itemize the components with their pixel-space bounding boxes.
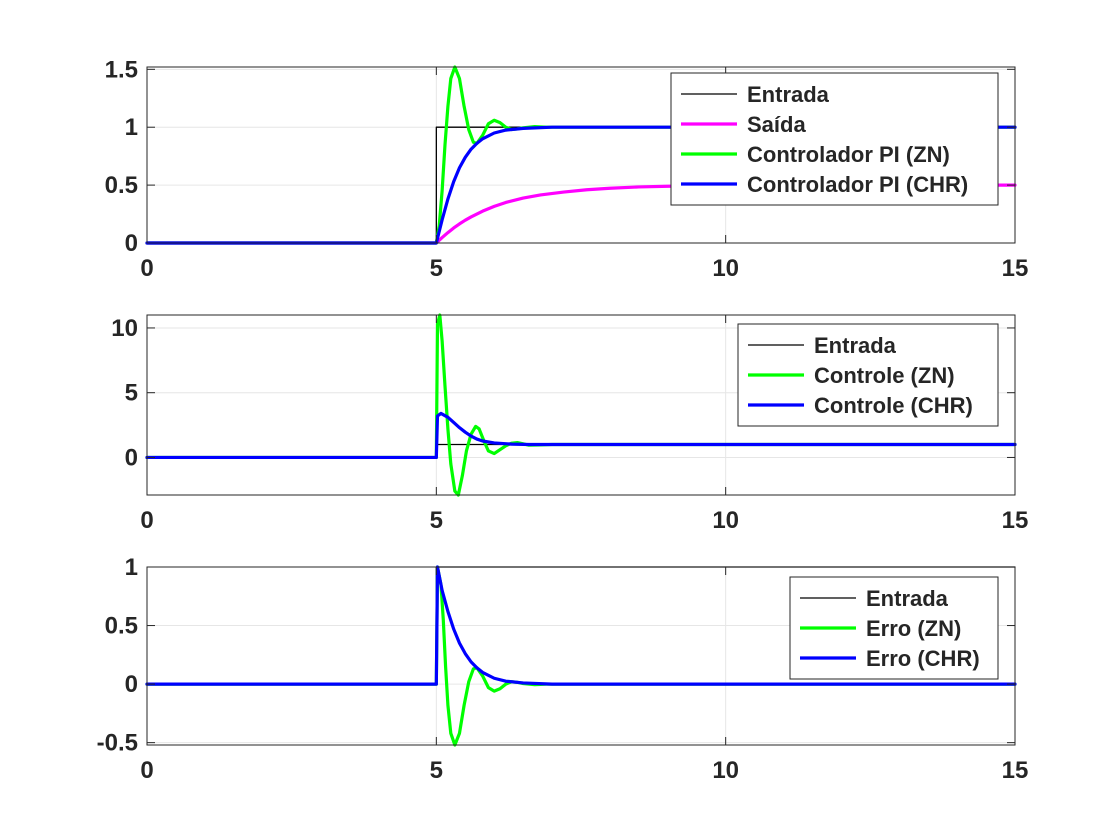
y-tick-label: 5 xyxy=(125,380,138,407)
legend: Entrada Controle (ZN) Controle (CHR) xyxy=(737,323,999,427)
x-tick-label: 0 xyxy=(140,757,153,784)
x-tick-label: 15 xyxy=(1002,255,1029,282)
series-line xyxy=(145,411,1017,460)
legend-label: Controle (ZN) xyxy=(814,363,955,388)
legend: Entrada Erro (ZN) Erro (CHR) xyxy=(789,576,999,680)
legend-label: Entrada xyxy=(814,333,897,358)
y-tick-label: 0.5 xyxy=(105,613,138,640)
axes-frame xyxy=(146,66,1016,244)
y-tick-label: 1 xyxy=(125,554,138,581)
x-tick-label: 5 xyxy=(430,757,443,784)
axes-1: 0 5 10 15 0 0.5 1 1.5 Entrada Saída Controlador PI… xyxy=(105,56,1029,282)
axes-frame xyxy=(146,314,1016,496)
legend-label: Erro (ZN) xyxy=(866,616,961,641)
x-tick-label: 5 xyxy=(430,507,443,534)
x-tick-label: 15 xyxy=(1002,757,1029,784)
legend: Entrada Saída Controlador PI (ZN) Controlad… xyxy=(670,72,999,206)
legend-label: Erro (CHR) xyxy=(866,646,980,671)
series-line xyxy=(145,183,1017,245)
legend-label: Saída xyxy=(747,112,806,137)
y-tick-label: 0 xyxy=(125,671,138,698)
series-line xyxy=(145,565,1017,686)
x-tick-label: 5 xyxy=(430,255,443,282)
legend-label: Entrada xyxy=(747,82,830,107)
y-tick-label: 10 xyxy=(111,315,138,342)
x-tick-label: 0 xyxy=(140,507,153,534)
y-tick-label: -0.5 xyxy=(97,730,138,757)
y-tick-label: 0 xyxy=(125,444,138,471)
axes-frame xyxy=(146,566,1016,746)
legend-label: Controle (CHR) xyxy=(814,393,973,418)
y-tick-label: 1 xyxy=(125,114,138,141)
x-tick-label: 10 xyxy=(712,757,739,784)
y-tick-label: 1.5 xyxy=(105,56,138,83)
x-tick-label: 10 xyxy=(712,255,739,282)
x-tick-label: 10 xyxy=(712,507,739,534)
legend-label: Controlador PI (ZN) xyxy=(747,142,950,167)
x-tick-label: 0 xyxy=(140,255,153,282)
series-line xyxy=(145,125,1017,245)
x-tick-label: 15 xyxy=(1002,507,1029,534)
legend-label: Entrada xyxy=(866,586,949,611)
y-tick-label: 0 xyxy=(125,230,138,257)
y-tick-label: 0.5 xyxy=(105,172,138,199)
axes-2: 0 5 10 15 0 5 10 Entrada Controle (ZN) Controle (… xyxy=(111,313,1029,534)
legend-label: Controlador PI (CHR) xyxy=(747,172,968,197)
